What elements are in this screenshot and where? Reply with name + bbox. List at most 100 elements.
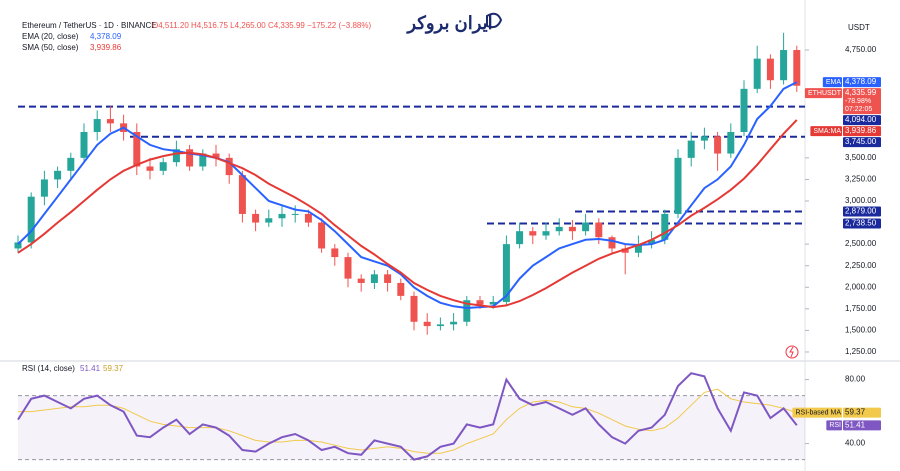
- candle-body: [265, 218, 273, 223]
- price-tag-name: EMA: [826, 79, 842, 86]
- candle-body: [450, 321, 458, 325]
- candle-body: [304, 213, 312, 223]
- candle-body: [357, 278, 365, 283]
- rsi-band: [18, 395, 805, 460]
- price-tag-name-bg: [804, 88, 842, 99]
- price-tag-name: RSI-based MA: [795, 409, 841, 416]
- candle-body: [54, 170, 62, 180]
- price-tag: [843, 126, 881, 137]
- candle-body: [397, 282, 405, 296]
- candle-body: [766, 58, 774, 81]
- candle-body: [661, 213, 669, 240]
- candle-body: [489, 301, 497, 305]
- y-tick-label: 1,250.00: [845, 347, 877, 356]
- candle-body: [634, 244, 642, 253]
- candle-body: [740, 88, 748, 132]
- candle-body: [516, 231, 524, 245]
- candle-body: [780, 50, 788, 81]
- rsi-ma-legend-value: 59.37: [103, 364, 124, 373]
- price-tag: [843, 420, 881, 431]
- price-tag-name: ETHUSDT: [808, 90, 842, 97]
- candle-body: [370, 274, 378, 283]
- candle-body: [542, 231, 550, 236]
- candle-body: [793, 50, 801, 86]
- overlay-line: [17, 81, 798, 310]
- alert-icon-bolt: [789, 346, 794, 358]
- price-tag: [843, 218, 881, 229]
- candle-body: [14, 242, 22, 249]
- candle-body: [463, 300, 471, 322]
- price-tag-value: 4,094.00: [845, 115, 877, 124]
- y-tick-label: 2,250.00: [845, 261, 877, 270]
- y-tick-label: 2,000.00: [845, 282, 877, 291]
- price-tag-value: 59.37: [845, 408, 866, 417]
- candle-body: [252, 213, 260, 223]
- price-tag: [843, 137, 881, 148]
- price-tag-name: RSI: [829, 422, 841, 429]
- price-tag-name-bg: [792, 407, 842, 418]
- candle-body: [344, 257, 352, 279]
- price-tag: [843, 407, 881, 418]
- candle-body: [318, 222, 326, 249]
- candle-body: [186, 149, 194, 167]
- price-tag: [843, 206, 881, 217]
- candle-body: [423, 321, 431, 327]
- candle-body: [727, 131, 735, 154]
- price-tag-value: 51.41: [845, 420, 866, 429]
- candle-body: [700, 136, 708, 141]
- candle-body: [331, 248, 339, 258]
- y-tick-label: 3,000.00: [845, 196, 877, 205]
- candle-body: [621, 248, 629, 253]
- candle-body: [27, 196, 35, 243]
- symbol-title: Ethereum / TetherUS · 1D · BINANCE: [22, 21, 157, 30]
- candle-body: [555, 226, 563, 232]
- overlay-line: [17, 119, 798, 309]
- candle-body: [714, 136, 722, 154]
- candle-body: [172, 149, 180, 163]
- candle-body: [159, 162, 167, 171]
- price-tag-name-bg: [810, 126, 842, 137]
- candle-body: [278, 213, 286, 219]
- candle-body: [291, 213, 299, 215]
- price-tag-value: 4,378.09: [845, 77, 877, 86]
- candle-body: [146, 166, 154, 171]
- alert-icon: [785, 345, 799, 359]
- sma-legend-value: 3,939.86: [90, 43, 122, 52]
- candle-body: [687, 140, 695, 158]
- watermark: ایران بروکر: [405, 13, 492, 34]
- candle-body: [529, 231, 537, 236]
- candle-body: [608, 237, 616, 249]
- ema-legend-value: 4,378.09: [90, 32, 122, 41]
- y-tick-label: 1,750.00: [845, 304, 877, 313]
- candle-body: [674, 157, 682, 214]
- price-tag-value: 2,879.00: [845, 207, 877, 216]
- candle-body: [133, 131, 141, 167]
- price-tag-value: 3,745.00: [845, 137, 877, 146]
- price-tag: [843, 115, 881, 126]
- candle-body: [568, 226, 576, 232]
- candle-body: [753, 58, 761, 89]
- candle-body: [106, 119, 114, 124]
- y-tick-label: 40.00: [845, 439, 866, 448]
- currency-label: USDT: [848, 23, 870, 32]
- candle-body: [225, 157, 233, 176]
- rsi-legend: RSI (14, close): [22, 364, 75, 373]
- y-tick-label: 2,500.00: [845, 239, 877, 248]
- price-tag-value: 4,335.99: [845, 88, 877, 97]
- candle-body: [436, 324, 444, 327]
- price-tag: [843, 88, 881, 115]
- y-tick-label: 1,500.00: [845, 326, 877, 335]
- candle-body: [80, 131, 88, 158]
- price-tag-name-bg: [826, 420, 842, 431]
- y-tick-label: 4,750.00: [845, 45, 877, 54]
- price-tag-extra: -78.98%: [845, 98, 871, 105]
- candle-body: [384, 274, 392, 283]
- ohlc-text: O4,511.20 H4,516.75 L4,265.00 C4,335.99 …: [152, 21, 371, 30]
- candle-body: [40, 179, 48, 197]
- candle-body: [648, 239, 656, 245]
- candle-body: [67, 157, 75, 171]
- price-tag-name-bg: [822, 77, 842, 88]
- price-tag-extra: 07:22:05: [845, 106, 872, 113]
- price-tag-name: SMA:MA: [813, 128, 841, 135]
